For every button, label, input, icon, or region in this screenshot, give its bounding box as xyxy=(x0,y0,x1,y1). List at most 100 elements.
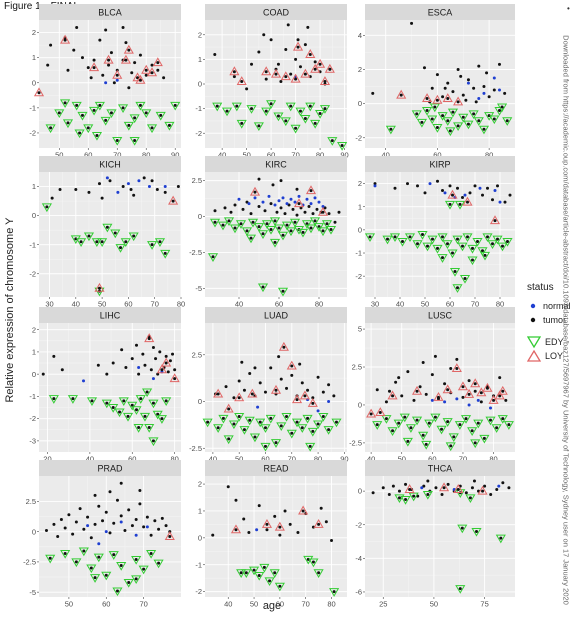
point-edy-core xyxy=(269,416,273,420)
point-edy xyxy=(60,99,71,109)
point-tumor xyxy=(112,521,116,525)
point-loy-core xyxy=(435,98,439,102)
facet-title: LUAD xyxy=(264,311,289,321)
point-loy xyxy=(230,524,242,534)
point-tumor xyxy=(406,370,410,374)
point-edy xyxy=(246,105,257,114)
facet-title: ESCA xyxy=(428,8,453,18)
point-tumor xyxy=(58,187,62,191)
y-tick-label: 2.5 xyxy=(192,350,202,359)
x-tick-label: 60 xyxy=(261,455,269,464)
point-edy xyxy=(502,117,513,126)
point-tumor xyxy=(119,514,123,518)
point-edy xyxy=(261,107,272,117)
point-edy-core xyxy=(93,576,97,580)
point-edy-core xyxy=(397,496,401,500)
point-tumor xyxy=(485,71,489,75)
y-tick-label: 2 xyxy=(32,28,36,37)
facet-strip xyxy=(205,156,347,172)
point-tumor xyxy=(504,398,508,402)
point-loy xyxy=(60,34,71,44)
point-tumor xyxy=(129,187,133,191)
point-tumor xyxy=(311,396,315,400)
point-tumor xyxy=(332,394,336,398)
y-tick-label: 0 xyxy=(32,370,36,379)
legend-label-edy: EDY xyxy=(545,337,564,347)
point-normal xyxy=(430,398,434,402)
point-edy-core xyxy=(375,423,379,427)
point-tumor xyxy=(466,78,470,82)
point-edy xyxy=(421,106,433,116)
point-edy xyxy=(86,564,97,574)
point-tumor xyxy=(257,204,261,208)
point-tumor xyxy=(387,389,391,393)
point-edy-core xyxy=(476,421,480,425)
point-edy xyxy=(293,225,305,235)
point-normal xyxy=(82,379,86,383)
legend-item-tumor: tumor xyxy=(527,313,575,327)
facet-strip xyxy=(39,307,181,323)
point-edy-core xyxy=(295,420,299,424)
point-normal xyxy=(147,185,151,189)
point-tumor xyxy=(289,72,293,76)
point-tumor xyxy=(275,210,279,214)
point-loy-core xyxy=(156,61,160,65)
point-edy xyxy=(94,101,105,111)
point-edy xyxy=(305,224,317,234)
point-edy xyxy=(497,415,508,424)
y-tick-label: 1 xyxy=(32,182,36,191)
point-tumor xyxy=(489,492,493,496)
facet-title: PRAD xyxy=(97,464,123,474)
point-edy-core xyxy=(308,104,312,108)
point-edy xyxy=(273,224,285,234)
point-loy-core xyxy=(171,199,175,203)
point-tumor xyxy=(397,376,401,380)
point-loy-core xyxy=(234,528,238,532)
point-edy xyxy=(447,108,459,118)
x-tick-label: 60 xyxy=(446,300,454,309)
point-edy xyxy=(260,442,271,452)
point-edy-core xyxy=(330,139,334,143)
point-normal xyxy=(273,203,277,207)
point-edy xyxy=(170,101,181,111)
x-tick-label: 40 xyxy=(72,300,80,309)
point-loy-core xyxy=(264,70,268,74)
point-edy-core xyxy=(416,242,419,246)
point-edy xyxy=(429,103,440,113)
point-tumor xyxy=(132,193,136,197)
point-tumor xyxy=(112,81,116,85)
point-edy xyxy=(248,566,260,576)
point-edy-core xyxy=(466,235,469,239)
x-tick-label: 50 xyxy=(65,600,73,609)
point-normal xyxy=(267,194,271,198)
point-edy-core xyxy=(262,565,266,569)
point-edy-core xyxy=(430,117,434,121)
point-tumor xyxy=(416,184,419,188)
point-edy xyxy=(325,225,337,235)
point-tumor xyxy=(74,187,78,191)
point-edy xyxy=(452,235,463,245)
legend-title: status xyxy=(527,282,554,293)
point-edy-core xyxy=(492,117,496,121)
point-edy xyxy=(422,242,433,252)
point-edy xyxy=(139,412,151,422)
point-tumor xyxy=(101,73,105,77)
point-edy-core xyxy=(406,439,410,443)
x-tick-label: 40 xyxy=(86,455,94,464)
point-edy xyxy=(295,107,306,117)
point-edy xyxy=(74,129,85,139)
point-edy-core xyxy=(264,109,268,113)
x-tick-label: 80 xyxy=(327,600,335,609)
facet-strip xyxy=(365,4,515,20)
point-tumor xyxy=(391,484,395,488)
point-loy-core xyxy=(318,62,322,66)
point-tumor xyxy=(306,25,310,29)
point-edy-core xyxy=(436,246,439,250)
point-edy xyxy=(459,274,471,284)
point-tumor xyxy=(232,75,236,79)
point-tumor xyxy=(468,191,472,195)
point-tumor xyxy=(67,513,71,517)
point-edy-core xyxy=(389,127,393,131)
point-edy-core xyxy=(163,251,167,255)
point-tumor xyxy=(404,482,408,486)
